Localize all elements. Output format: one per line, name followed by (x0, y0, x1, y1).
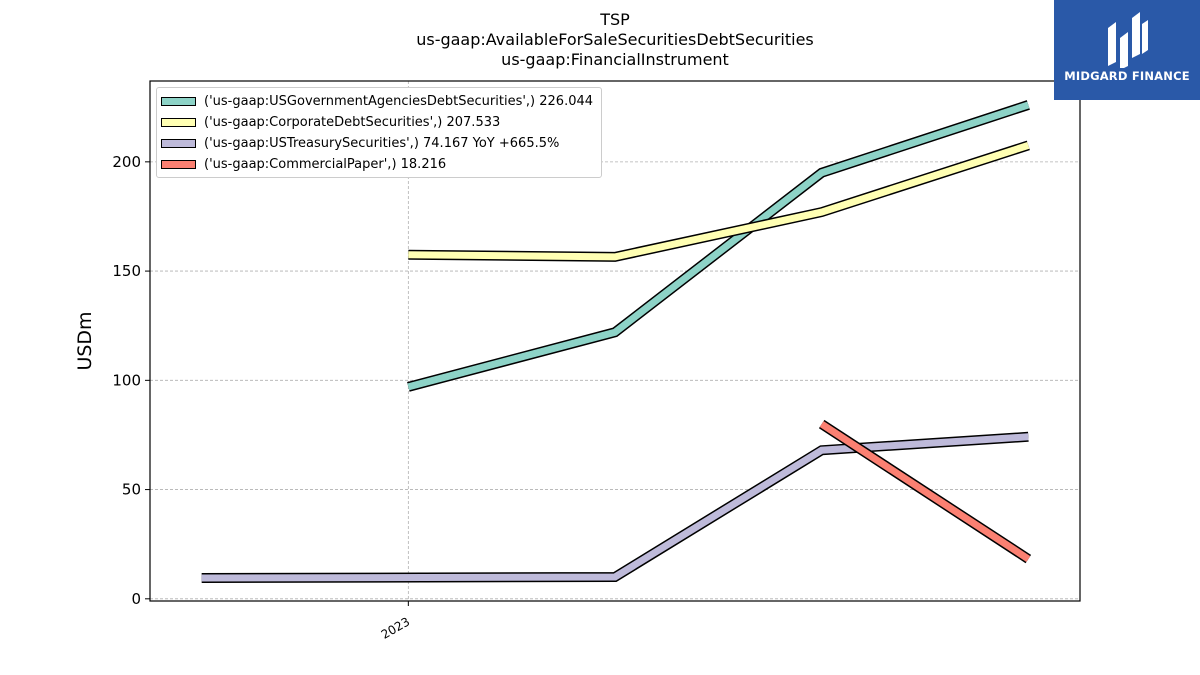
legend-label: ('us-gaap:CommercialPaper',) 18.216 (204, 157, 447, 172)
brand-logo: MIDGARD FINANCE (1054, 0, 1200, 100)
y-tick-label: 100 (112, 371, 141, 389)
series-line-0 (407, 101, 1030, 391)
legend-swatch (161, 139, 196, 148)
series-line-2 (201, 433, 1029, 582)
title-line-3: us-gaap:FinancialInstrument (501, 50, 729, 69)
y-tick-label: 150 (112, 262, 141, 280)
chart-title: TSP us-gaap:AvailableForSaleSecuritiesDe… (150, 10, 1080, 70)
series-line-1 (408, 142, 1030, 261)
y-tick-label: 200 (112, 153, 141, 171)
legend-label: ('us-gaap:CorporateDebtSecurities',) 207… (204, 115, 501, 130)
legend-label: ('us-gaap:USTreasurySecurities',) 74.167… (204, 136, 560, 151)
midgard-logo-icon (1108, 12, 1148, 68)
title-line-1: TSP (600, 10, 630, 29)
y-tick-label: 0 (131, 590, 141, 608)
legend-item: ('us-gaap:CommercialPaper',) 18.216 (161, 154, 593, 175)
x-tick-label: 2023 (379, 614, 412, 641)
legend-swatch (161, 118, 196, 127)
y-tick-label: 50 (122, 481, 141, 499)
plot-frame (149, 80, 1081, 602)
logo-text: MIDGARD FINANCE (1064, 69, 1190, 83)
legend-swatch (161, 97, 196, 106)
series-line-outline-2 (201, 431, 1029, 584)
legend-swatch (161, 160, 196, 169)
legend-item: ('us-gaap:CorporateDebtSecurities',) 207… (161, 112, 593, 133)
legend-item: ('us-gaap:USTreasurySecurities',) 74.167… (161, 133, 593, 154)
title-line-2: us-gaap:AvailableForSaleSecuritiesDebtSe… (416, 30, 814, 49)
legend-item: ('us-gaap:USGovernmentAgenciesDebtSecuri… (161, 91, 593, 112)
y-axis-label: USDm (74, 311, 96, 370)
chart-legend: ('us-gaap:USGovernmentAgenciesDebtSecuri… (156, 87, 603, 178)
series-line-3 (819, 421, 1031, 562)
legend-label: ('us-gaap:USGovernmentAgenciesDebtSecuri… (204, 94, 594, 109)
